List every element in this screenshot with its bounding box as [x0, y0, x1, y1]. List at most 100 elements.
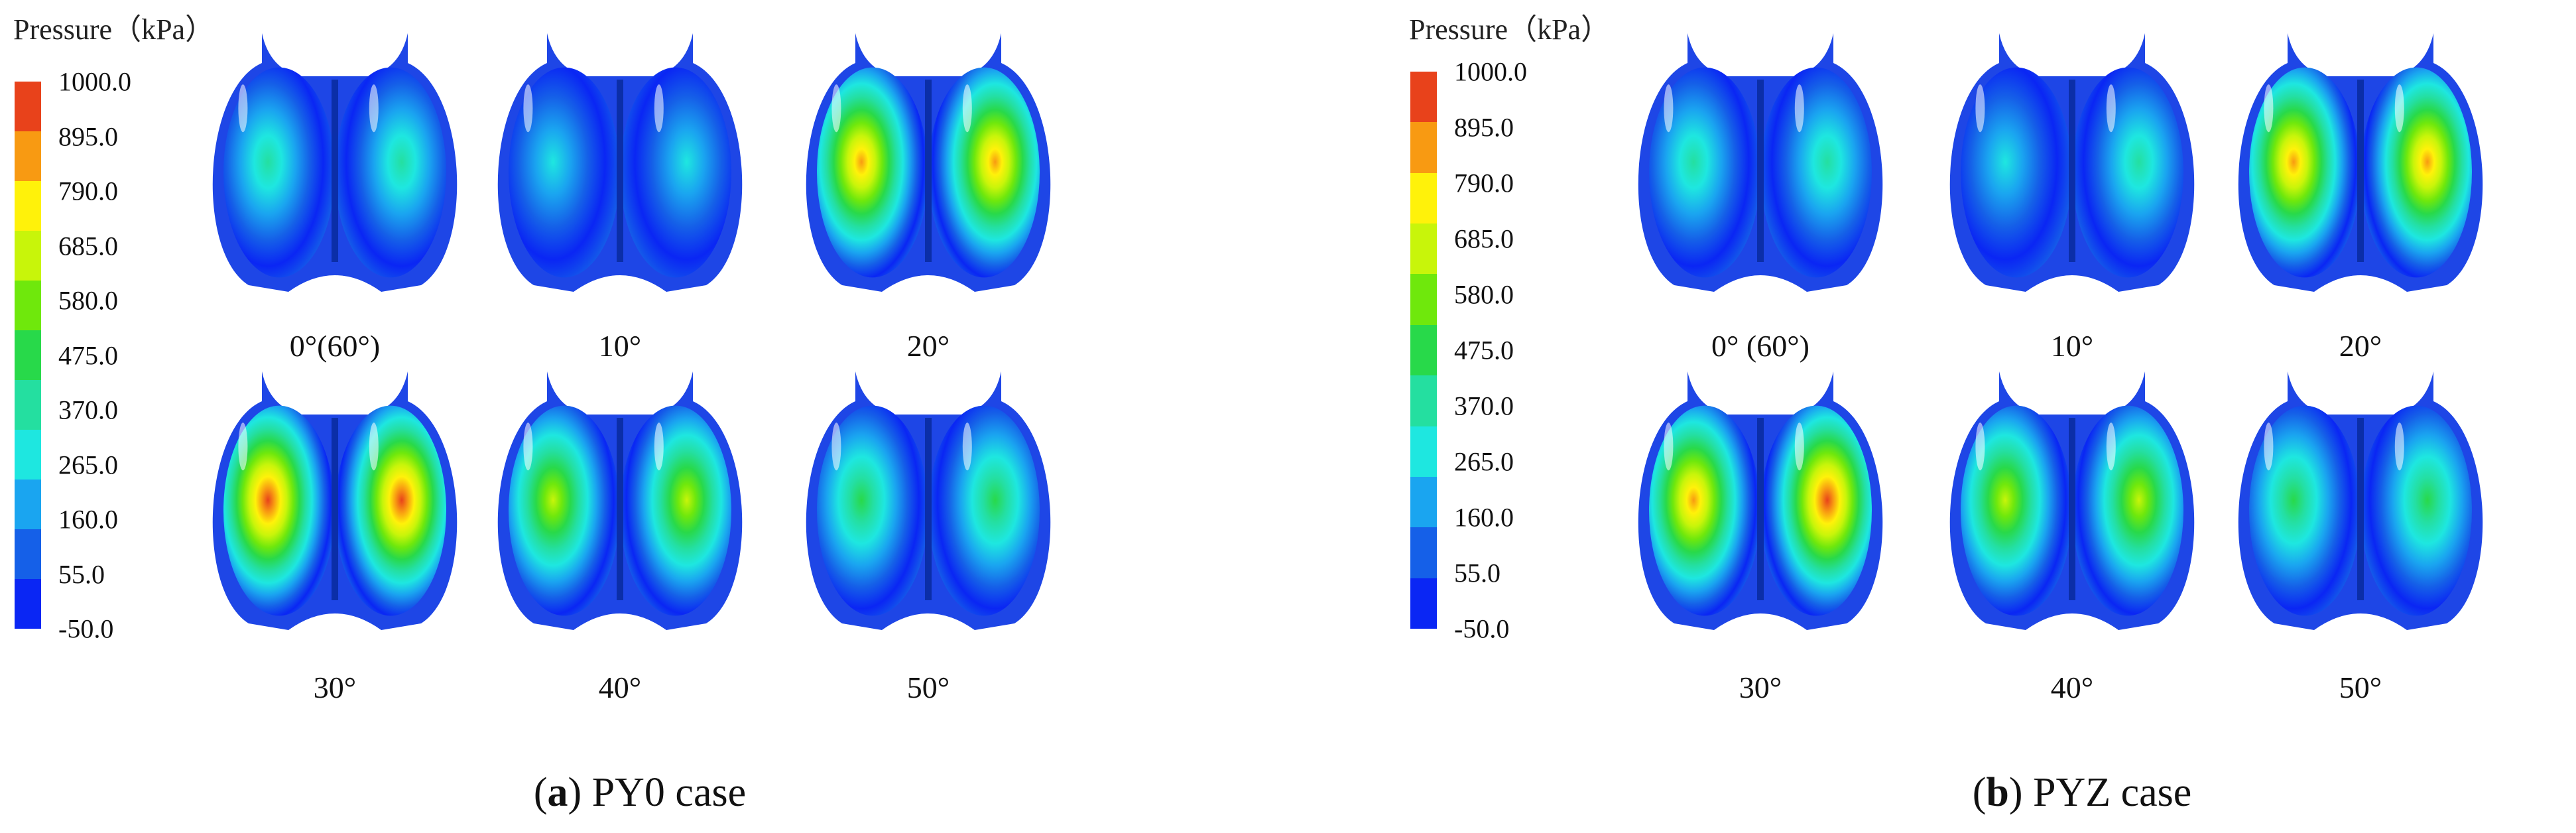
surface-highlight — [962, 84, 972, 133]
chamber-contour — [2238, 33, 2483, 292]
colorbar-tick-label: 895.0 — [58, 121, 118, 151]
surface-highlight — [962, 422, 972, 471]
colorbar-swatch — [1410, 527, 1437, 578]
left-lobe — [1649, 67, 1760, 278]
center-seam — [617, 418, 623, 600]
colorbar-tick-label: 265.0 — [58, 450, 118, 480]
colorbar-tick-label: 790.0 — [1454, 168, 1514, 198]
colorbar-tick-label: 1000.0 — [1454, 56, 1527, 87]
surface-highlight — [369, 422, 379, 471]
angle-label: 30° — [1739, 671, 1782, 704]
colorbar-swatch — [1410, 72, 1437, 123]
surface-highlight — [831, 422, 841, 471]
colorbar-tick-label: 475.0 — [1454, 335, 1514, 365]
right-lobe — [620, 405, 731, 616]
colorbar-tick-label: 895.0 — [1454, 112, 1514, 143]
colorbar-swatch — [1410, 274, 1437, 325]
chamber-contour — [212, 33, 458, 292]
colorbar-title: Pressure（kPa） — [13, 13, 215, 46]
right-lobe — [620, 67, 731, 278]
center-seam — [332, 418, 338, 600]
colorbar-swatch — [15, 380, 41, 430]
right-lobe — [335, 405, 446, 616]
left-lobe — [1649, 405, 1760, 616]
caption-text: PYZ case — [2022, 770, 2192, 815]
chamber-contour — [497, 371, 743, 630]
surface-highlight — [2394, 84, 2404, 133]
caption-text: PY0 case — [582, 770, 747, 815]
angle-label: 20° — [906, 329, 950, 363]
angle-label: 40° — [598, 671, 642, 704]
colorbar-tick-label: 685.0 — [58, 231, 118, 261]
right-lobe — [2361, 67, 2472, 278]
colorbar-tick-label: -50.0 — [58, 613, 114, 644]
chamber-contour — [1949, 371, 2195, 630]
panel-a: Pressure（kPa） 1000.0 895.0 790.0 685.0 580.0… — [13, 13, 1051, 815]
colorbar-tick-label: 55.0 — [58, 559, 105, 589]
surface-highlight — [1975, 422, 1985, 471]
right-lobe — [2361, 405, 2472, 616]
left-lobe — [509, 67, 620, 278]
center-seam — [2069, 80, 2075, 262]
panel-b: Pressure（kPa） 1000.0 895.0 790.0 685.0 580.0… — [1366, 0, 2576, 833]
left-lobe — [509, 405, 620, 616]
colorbar-swatch — [15, 529, 41, 579]
colorbar-swatch — [15, 330, 41, 380]
surface-highlight — [1794, 422, 1804, 471]
left-lobe — [2249, 67, 2361, 278]
colorbar-tick-label: 1000.0 — [58, 66, 131, 97]
colorbar-tick-label: -50.0 — [1454, 613, 1510, 644]
surface-highlight — [2106, 84, 2116, 133]
center-seam — [617, 80, 623, 262]
colorbar-tick-label: 370.0 — [1454, 391, 1514, 421]
left-lobe — [817, 405, 928, 616]
surface-highlight — [2394, 422, 2404, 471]
angle-label: 50° — [906, 671, 950, 704]
surface-highlight — [831, 84, 841, 133]
surface-highlight — [654, 84, 664, 133]
colorbar-tick-label: 580.0 — [1454, 279, 1514, 310]
colorbar-tick-label: 685.0 — [1454, 224, 1514, 254]
center-seam — [2357, 418, 2364, 600]
colorbar-swatch — [1410, 122, 1437, 173]
center-seam — [2069, 418, 2075, 600]
figure-caption: (a) PY0 case — [533, 770, 747, 815]
angle-label: 0°(60°) — [289, 329, 381, 363]
chamber-contour — [497, 33, 743, 292]
right-lobe — [2072, 67, 2183, 278]
surface-highlight — [523, 422, 533, 471]
colorbar-swatch — [15, 131, 41, 181]
chamber-contour — [806, 371, 1051, 630]
chamber-contour — [2238, 371, 2483, 630]
right-lobe — [928, 67, 1040, 278]
right-lobe — [1760, 67, 1872, 278]
colorbar-tick-label: 160.0 — [1454, 502, 1514, 533]
surface-highlight — [1664, 422, 1674, 471]
figure-caption: (b) PYZ case — [1972, 770, 2192, 815]
colorbar-tick-label: 580.0 — [58, 285, 118, 316]
right-lobe — [928, 405, 1040, 616]
angle-label: 0° (60°) — [1711, 329, 1809, 363]
right-lobe — [2072, 405, 2183, 616]
center-seam — [332, 80, 338, 262]
chamber-contour — [212, 371, 458, 630]
colorbar-swatch — [15, 281, 41, 330]
caption-letter: b — [1986, 770, 2009, 815]
surface-highlight — [1664, 84, 1674, 133]
colorbar-tick-label: 790.0 — [58, 176, 118, 206]
colorbar-swatch — [15, 480, 41, 529]
colorbar-swatch — [1410, 224, 1437, 275]
right-lobe — [1760, 405, 1872, 616]
center-seam — [925, 418, 932, 600]
surface-highlight — [1794, 84, 1804, 133]
surface-highlight — [1975, 84, 1985, 133]
colorbar-tick-label: 265.0 — [1454, 446, 1514, 477]
left-lobe — [1961, 405, 2072, 616]
colorbar-swatch — [1410, 375, 1437, 426]
chamber-contour — [1638, 33, 1883, 292]
surface-highlight — [2106, 422, 2116, 471]
surface-highlight — [2264, 422, 2274, 471]
chamber-contour — [806, 33, 1051, 292]
surface-highlight — [238, 84, 248, 133]
center-seam — [1757, 80, 1764, 262]
